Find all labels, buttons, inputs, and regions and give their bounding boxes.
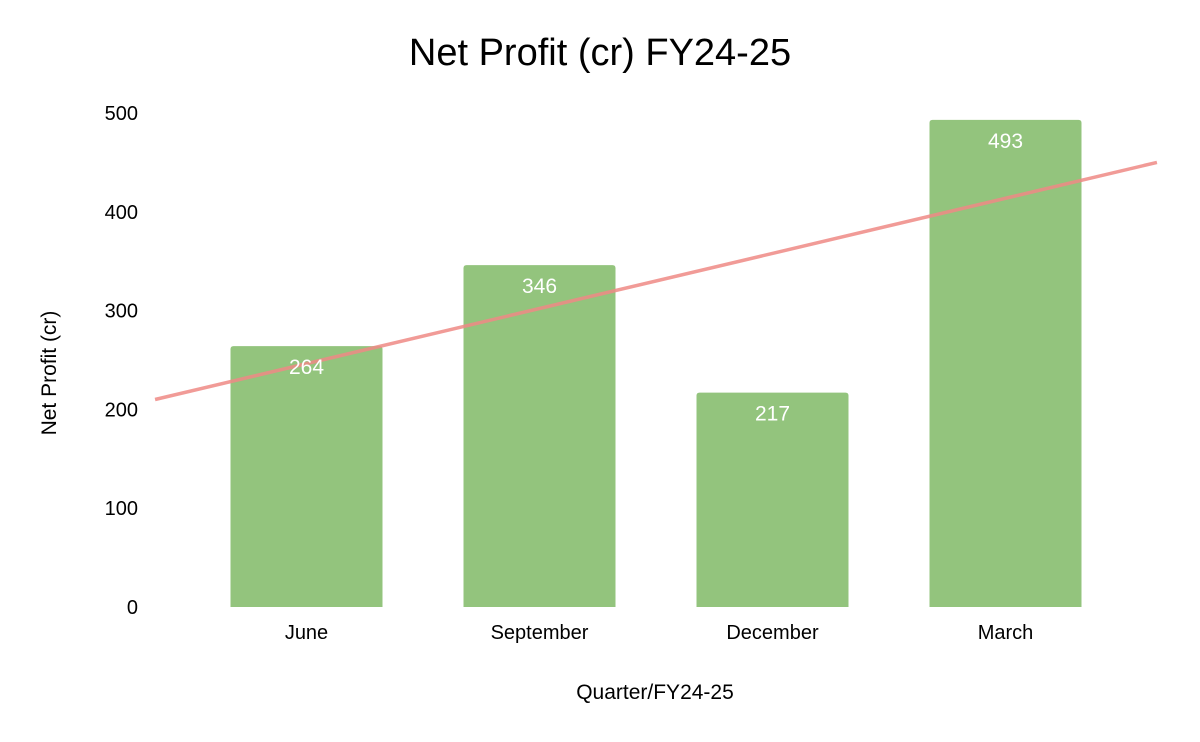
x-axis-ticks: June September December March — [285, 622, 1033, 644]
data-label: 264 — [289, 356, 324, 379]
x-tick-label: September — [491, 622, 589, 644]
chart-title: Net Profit (cr) FY24-25 — [408, 32, 792, 74]
y-tick-label: 0 — [127, 597, 138, 619]
x-axis-title: Quarter/FY24-25 — [576, 681, 734, 704]
y-tick-label: 100 — [105, 498, 138, 520]
x-tick-label: June — [285, 622, 328, 644]
y-tick-label: 300 — [105, 301, 138, 323]
bar — [230, 346, 383, 607]
trendline-group — [154, 160, 1158, 402]
data-label: 217 — [755, 403, 790, 426]
y-axis-ticks: 0 100 200 300 400 500 — [105, 103, 138, 619]
y-axis-title: Net Profit (cr) — [38, 311, 61, 436]
y-tick-label: 200 — [105, 399, 138, 421]
y-tick-label: 500 — [105, 103, 138, 125]
x-tick-label: March — [978, 622, 1034, 644]
y-tick-label: 400 — [105, 202, 138, 224]
bars — [230, 119, 1082, 607]
data-labels: 264 346 217 493 — [289, 130, 1023, 426]
bar — [929, 119, 1082, 607]
bar — [696, 392, 849, 607]
bar — [463, 265, 616, 607]
trendline — [154, 160, 1158, 402]
data-label: 493 — [988, 130, 1023, 153]
data-label: 346 — [522, 275, 557, 298]
x-tick-label: December — [726, 622, 819, 644]
